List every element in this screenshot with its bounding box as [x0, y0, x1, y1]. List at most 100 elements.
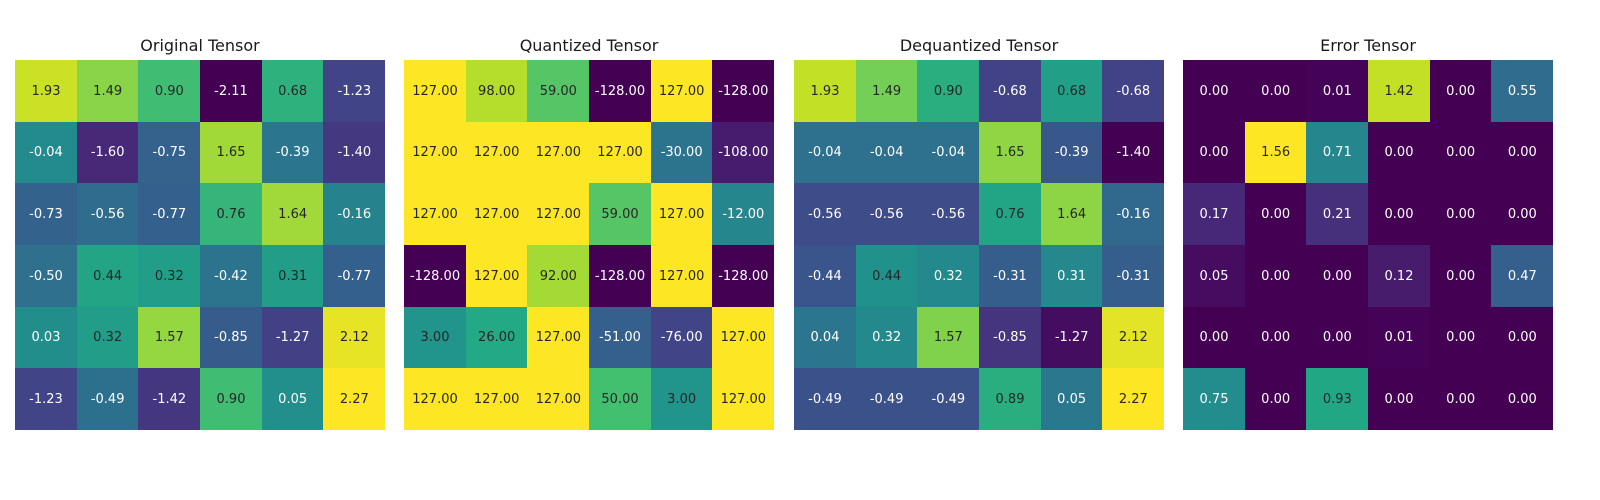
heatmap-cell: 0.00 [1429, 183, 1492, 246]
heatmap-cell: 0.21 [1306, 183, 1369, 246]
heatmap-cell: 0.44 [76, 245, 139, 307]
heatmap-cell: 0.31 [261, 245, 324, 307]
heatmap-cell: -76.00 [650, 306, 713, 369]
heatmap-cell: -2.11 [200, 60, 262, 122]
heatmap-cell: 0.12 [1368, 245, 1430, 307]
heatmap-cell: 1.57 [917, 306, 980, 369]
heatmap-cell: 0.00 [1183, 121, 1245, 184]
heatmap-cell: 2.12 [1102, 306, 1165, 369]
heatmap-cell: 0.32 [917, 245, 980, 307]
heatmap-cell: -51.00 [589, 306, 651, 369]
heatmap-cell: 0.32 [855, 306, 918, 369]
heatmap-cell: -1.23 [323, 60, 386, 122]
heatmap-cell: 127.00 [404, 121, 466, 184]
heatmap-cell: 0.00 [1429, 60, 1492, 122]
heatmap-cell: 0.32 [76, 306, 139, 369]
heatmap-cell: -0.49 [917, 368, 980, 431]
heatmap-cell: 0.32 [138, 245, 201, 307]
heatmap-cell: -0.31 [1102, 245, 1165, 307]
heatmap-cell: 0.89 [979, 368, 1041, 431]
heatmap-cell: -0.39 [1040, 121, 1103, 184]
heatmap-cell: 92.00 [527, 245, 590, 307]
heatmap-cell: -0.49 [76, 368, 139, 431]
heatmap-cell: 0.90 [917, 60, 980, 122]
heatmap-cell: 0.00 [1429, 368, 1492, 431]
heatmap-cell: -128.00 [712, 245, 775, 307]
heatmap-cell: 127.00 [527, 183, 590, 246]
heatmap-cell: 3.00 [404, 306, 466, 369]
heatmap-cell: 0.00 [1306, 245, 1369, 307]
heatmap-cell: 127.00 [465, 245, 528, 307]
heatmap-cell: -1.40 [323, 121, 386, 184]
heatmap-cell: -12.00 [712, 183, 775, 246]
heatmap-cell: -128.00 [712, 60, 775, 122]
heatmap-cell: 0.76 [200, 183, 262, 246]
heatmap-cell: 0.00 [1429, 245, 1492, 307]
heatmap-cell: -1.23 [15, 368, 77, 431]
heatmap-cell: 1.65 [200, 121, 262, 184]
heatmap-cell: 127.00 [650, 60, 713, 122]
heatmap-cell: 0.76 [979, 183, 1041, 246]
heatmap-cell: -0.04 [15, 121, 77, 184]
heatmap-cell: 3.00 [650, 368, 713, 431]
heatmap-cell: -1.27 [261, 306, 324, 369]
heatmap-cell: 127.00 [650, 183, 713, 246]
heatmap-cell: -0.04 [855, 121, 918, 184]
heatmap-cell: 0.00 [1491, 306, 1554, 369]
heatmap-cell: -1.60 [76, 121, 139, 184]
heatmap-cell: 0.00 [1244, 183, 1307, 246]
heatmap-cell: 127.00 [465, 368, 528, 431]
heatmap-cell: -0.85 [200, 306, 262, 369]
heatmap-cell: -0.56 [855, 183, 918, 246]
heatmap-cell: -128.00 [589, 245, 651, 307]
heatmap-cell: -0.49 [855, 368, 918, 431]
heatmap-cell: -30.00 [650, 121, 713, 184]
heatmap-cell: 0.05 [1040, 368, 1103, 431]
heatmap-cell: -0.39 [261, 121, 324, 184]
heatmap-cell: -108.00 [712, 121, 775, 184]
heatmap-cell: 0.01 [1306, 60, 1369, 122]
chart-title: Error Tensor [1320, 36, 1416, 55]
heatmap-cell: 127.00 [527, 368, 590, 431]
heatmap-cell: 0.31 [1040, 245, 1103, 307]
heatmap-cell: -1.40 [1102, 121, 1165, 184]
heatmap-cell: 1.57 [138, 306, 201, 369]
heatmap-cell: 0.44 [855, 245, 918, 307]
heatmap-cell: -0.85 [979, 306, 1041, 369]
heatmap-cell: -0.50 [15, 245, 77, 307]
heatmap-grid: 1.93 1.49 0.90 -0.68 0.68 -0.68 -0.04 -0.04 -0.0… [794, 60, 1165, 431]
chart-title: Quantized Tensor [519, 36, 659, 55]
heatmap-cell: -0.77 [138, 183, 201, 246]
heatmap-cell: 0.00 [1183, 60, 1245, 122]
heatmap-grid: 1.93 1.49 0.90 -2.11 0.68 -1.23 -0.04 -1.60 -0.7… [15, 60, 386, 431]
heatmap-cell: 1.42 [1368, 60, 1430, 122]
heatmap-grid: 127.00 98.00 59.00 -128.00 127.00 -128.00 127.… [404, 60, 775, 431]
heatmap-cell: -0.44 [794, 245, 856, 307]
heatmap-cell: -0.04 [794, 121, 856, 184]
heatmap-cell: 127.00 [712, 306, 775, 369]
heatmap-cell: 0.68 [261, 60, 324, 122]
heatmap-cell: -0.73 [15, 183, 77, 246]
heatmap-cell: 1.56 [1244, 121, 1307, 184]
heatmap-cell: 127.00 [404, 60, 466, 122]
heatmap-cell: -0.68 [979, 60, 1041, 122]
heatmap-cell: 127.00 [527, 306, 590, 369]
heatmap-cell: 0.00 [1368, 183, 1430, 246]
heatmap-cell: 0.00 [1183, 306, 1245, 369]
heatmap-cell: 127.00 [465, 121, 528, 184]
heatmap-cell: 0.00 [1429, 306, 1492, 369]
heatmap-cell: 127.00 [650, 245, 713, 307]
heatmap-cell: -0.42 [200, 245, 262, 307]
chart-title: Original Tensor [140, 36, 260, 55]
heatmap-cell: 0.00 [1491, 183, 1554, 246]
heatmap-cell: -0.75 [138, 121, 201, 184]
heatmap-cell: 1.64 [261, 183, 324, 246]
heatmap-cell: 0.93 [1306, 368, 1369, 431]
heatmap-cell: 59.00 [589, 183, 651, 246]
heatmap-cell: -0.68 [1102, 60, 1165, 122]
heatmap-cell: 59.00 [527, 60, 590, 122]
heatmap-cell: 1.49 [855, 60, 918, 122]
heatmap-cell: 0.00 [1244, 60, 1307, 122]
chart-title: Dequantized Tensor [899, 36, 1059, 55]
